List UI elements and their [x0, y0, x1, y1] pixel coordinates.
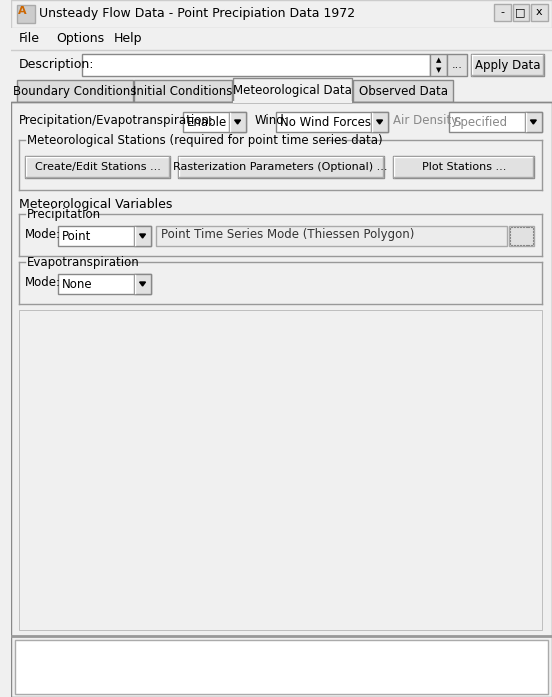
- Text: Apply Data: Apply Data: [475, 59, 540, 72]
- Bar: [429, 54, 447, 76]
- Bar: [11, 0, 552, 28]
- Bar: [449, 112, 542, 132]
- Text: Enable: Enable: [187, 116, 227, 128]
- Text: Meteorological Stations (required for point time series data): Meteorological Stations (required for po…: [27, 134, 383, 146]
- Bar: [59, 274, 151, 294]
- Bar: [513, 4, 529, 21]
- Bar: [447, 54, 467, 76]
- Bar: [11, 102, 552, 697]
- Bar: [17, 80, 133, 102]
- Bar: [15, 640, 548, 694]
- Bar: [233, 78, 352, 102]
- Bar: [353, 80, 453, 102]
- Bar: [134, 274, 151, 294]
- Text: Options: Options: [56, 32, 104, 45]
- Text: Point: Point: [62, 229, 92, 243]
- Text: Help: Help: [114, 32, 142, 45]
- Bar: [17, 5, 35, 23]
- Text: Wind:: Wind:: [254, 114, 288, 127]
- Text: Rasterization Parameters (Optional) ...: Rasterization Parameters (Optional) ...: [173, 162, 388, 172]
- Text: -: -: [500, 7, 504, 17]
- Text: Description:: Description:: [19, 58, 94, 71]
- Text: ▲: ▲: [436, 57, 441, 63]
- Text: ▼: ▼: [436, 67, 441, 73]
- Bar: [19, 310, 542, 630]
- Bar: [494, 4, 511, 21]
- Text: Unsteady Flow Data - Point Precipiation Data 1972: Unsteady Flow Data - Point Precipiation …: [39, 7, 355, 20]
- Bar: [371, 112, 389, 132]
- Bar: [134, 226, 151, 246]
- Bar: [134, 80, 232, 102]
- Text: Meteorological Data: Meteorological Data: [233, 84, 352, 96]
- Text: File: File: [19, 32, 40, 45]
- Bar: [25, 156, 170, 178]
- Text: Initial Conditions: Initial Conditions: [133, 84, 232, 98]
- Bar: [524, 112, 542, 132]
- Polygon shape: [140, 234, 146, 238]
- Bar: [276, 112, 389, 132]
- Polygon shape: [140, 282, 146, 286]
- Text: x: x: [536, 7, 543, 17]
- Bar: [11, 28, 552, 50]
- Text: □: □: [516, 7, 526, 17]
- Bar: [509, 226, 534, 246]
- Text: Mode:: Mode:: [25, 276, 61, 289]
- Text: Plot Stations ...: Plot Stations ...: [422, 162, 506, 172]
- Bar: [178, 156, 384, 178]
- Text: Specified: Specified: [453, 116, 507, 128]
- Text: Evapotranspiration: Evapotranspiration: [27, 256, 140, 268]
- Text: Precipitation/Evapotranspiration:: Precipitation/Evapotranspiration:: [19, 114, 214, 127]
- Text: Air Density:: Air Density:: [394, 114, 461, 127]
- Bar: [82, 54, 429, 76]
- Bar: [532, 4, 548, 21]
- Text: Create/Edit Stations ...: Create/Edit Stations ...: [35, 162, 161, 172]
- Bar: [183, 112, 246, 132]
- Bar: [394, 156, 534, 178]
- Text: ...: ...: [452, 60, 463, 70]
- Bar: [471, 54, 544, 76]
- Polygon shape: [235, 120, 241, 124]
- Text: Meteorological Variables: Meteorological Variables: [19, 198, 173, 211]
- Text: A: A: [18, 6, 27, 16]
- Text: No Wind Forces: No Wind Forces: [280, 116, 371, 128]
- Text: Boundary Conditions: Boundary Conditions: [13, 84, 137, 98]
- Text: Point Time Series Mode (Thiessen Polygon): Point Time Series Mode (Thiessen Polygon…: [161, 228, 415, 241]
- Polygon shape: [530, 120, 537, 124]
- Bar: [156, 226, 507, 246]
- Polygon shape: [376, 120, 383, 124]
- Text: None: None: [62, 277, 93, 291]
- Bar: [59, 226, 151, 246]
- Text: Mode:: Mode:: [25, 228, 61, 241]
- Text: Precipitation: Precipitation: [27, 208, 101, 220]
- Text: Observed Data: Observed Data: [359, 84, 448, 98]
- Bar: [229, 112, 246, 132]
